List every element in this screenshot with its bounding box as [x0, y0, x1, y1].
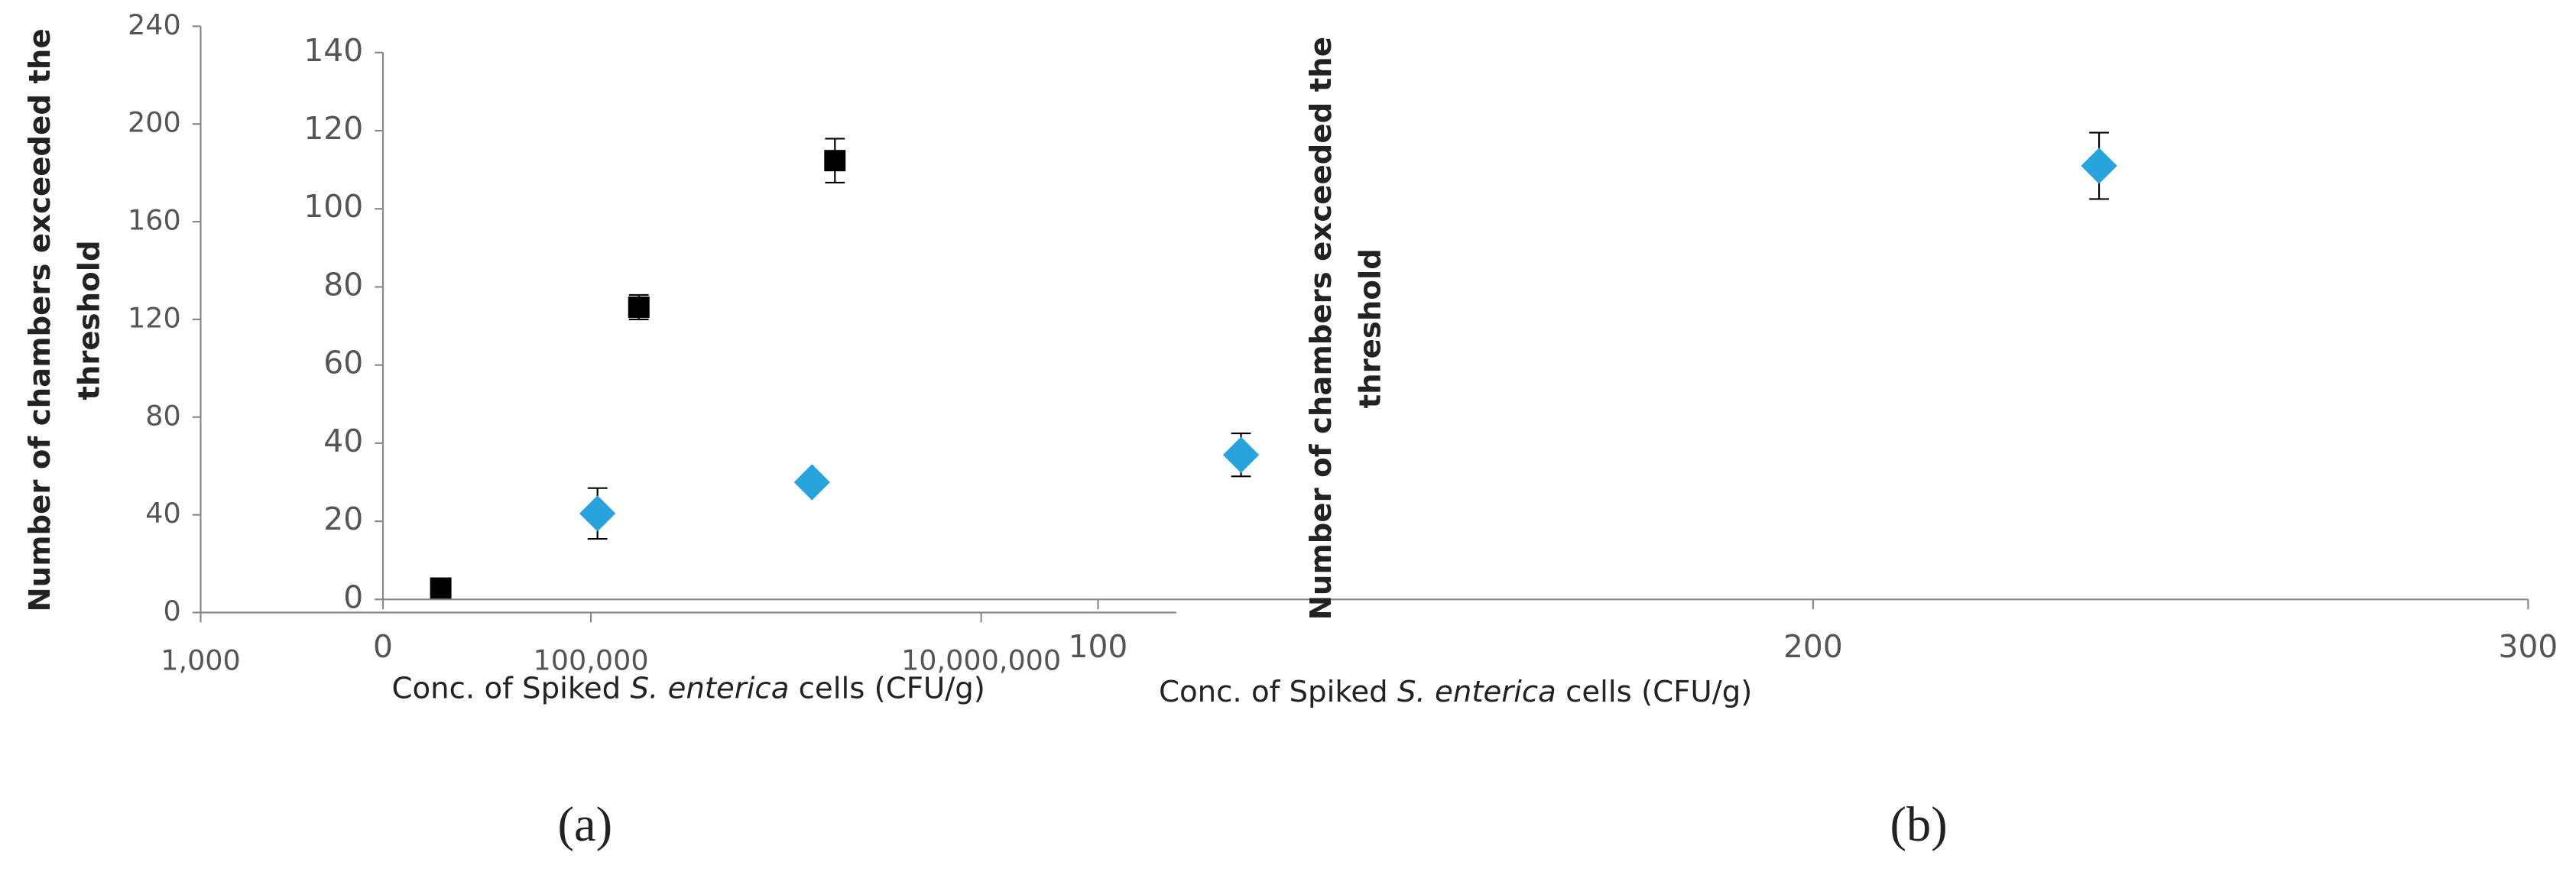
y-tick-label: 40	[323, 423, 363, 459]
panel-label: (b)	[1890, 797, 1948, 851]
point	[793, 464, 830, 501]
x-tick-label: 100,000	[534, 643, 649, 676]
x-tick-label: 200	[1783, 628, 1843, 665]
x-tick-label: 300	[2498, 628, 2558, 665]
point	[579, 495, 616, 532]
y-tick-label: 200	[128, 106, 181, 139]
y-axis-label-line: threshold	[72, 240, 106, 400]
y-tick-label: 0	[343, 579, 363, 615]
point	[1222, 436, 1260, 473]
y-tick-label: 140	[303, 32, 363, 69]
y-tick-label: 240	[128, 8, 181, 41]
x-axis-label-part: cells (CFU/g)	[789, 671, 985, 705]
y-axis-label: Number of chambers exceeded the threshold	[23, 28, 106, 611]
y-tick-label: 40	[145, 497, 180, 530]
x-tick-label: 100	[1069, 628, 1128, 665]
y-tick-label: 120	[128, 301, 181, 334]
x-axis-label-part: Conc. of Spiked	[1159, 674, 1397, 708]
y-tick-label: 60	[323, 345, 363, 381]
x-tick-label: 1,000	[161, 643, 241, 676]
y-axis-label-line: Number of chambers exceeded the	[23, 28, 57, 611]
x-tick-label: 0	[373, 628, 393, 665]
x-axis-label-part: cells (CFU/g)	[1556, 674, 1752, 708]
x-axis-label: Conc. of Spiked S. enterica cells (CFU/g…	[1159, 674, 1752, 708]
x-axis-label-italic: S. enterica	[630, 671, 789, 705]
y-tick-label: 120	[303, 110, 363, 147]
x-axis-label-italic: S. enterica	[1397, 674, 1556, 708]
y-tick-label: 160	[128, 204, 181, 237]
x-tick-label: 10,000,000	[901, 643, 1061, 676]
y-axis-label-line: threshold	[1353, 248, 1387, 408]
y-tick-label: 0	[163, 595, 180, 627]
panel-label: (a)	[558, 797, 613, 851]
point	[430, 577, 452, 599]
x-axis-label-part: Conc. of Spiked	[392, 671, 631, 705]
y-tick-label: 80	[145, 399, 180, 432]
y-axis-label-line: Number of chambers exceeded the	[1304, 37, 1338, 620]
x-axis-label: Conc. of Spiked S. enterica cells (CFU/g…	[392, 671, 985, 705]
y-tick-label: 80	[323, 266, 363, 303]
y-axis-label: Number of chambers exceeded the threshold	[1304, 37, 1387, 620]
point	[628, 296, 650, 318]
point	[2081, 147, 2117, 184]
y-tick-label: 100	[303, 188, 363, 225]
y-tick-label: 20	[323, 501, 363, 537]
point	[824, 150, 846, 172]
